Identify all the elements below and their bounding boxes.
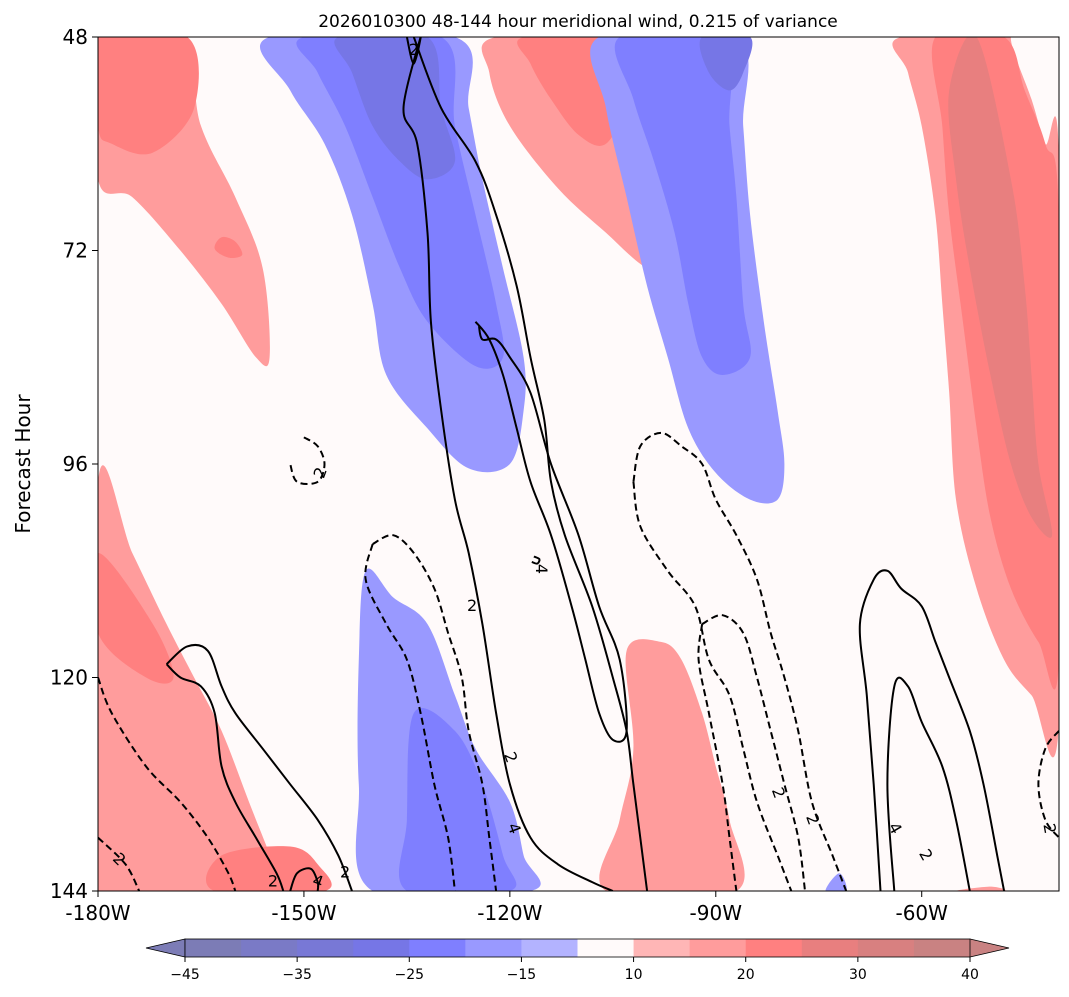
contour-label-2: 2 xyxy=(467,596,477,615)
y-tick-label: 48 xyxy=(63,25,88,49)
contour-line-dashed-15 xyxy=(697,623,738,891)
x-tick-label: -90W xyxy=(690,901,743,925)
colorbar-segment-3 xyxy=(353,939,410,957)
colorbar-segment-6 xyxy=(521,939,578,957)
colorbar-extend-min xyxy=(145,938,186,958)
colorbar-tick-label: 10 xyxy=(625,967,643,983)
contour-line-solid-7 xyxy=(858,569,1006,891)
colorbar-segment-2 xyxy=(297,939,354,957)
colorbar-segment-5 xyxy=(465,939,522,957)
colorbar-frame xyxy=(184,938,971,958)
contour-line-dashed-10 xyxy=(372,534,498,891)
filled-region-11 xyxy=(599,639,745,891)
filled-region-12 xyxy=(955,886,1006,891)
contour-line-solid-3 xyxy=(531,555,541,565)
contour-line-solid-0 xyxy=(402,37,614,891)
contour-label-12: 2 xyxy=(1039,822,1059,835)
y-tick-label: 72 xyxy=(63,239,88,263)
y-tick-label: 96 xyxy=(63,452,88,476)
contour-line-solid-4 xyxy=(165,644,353,891)
x-tick-label: -60W xyxy=(895,901,948,925)
colorbar-tick-label: −25 xyxy=(395,967,425,983)
colorbar-tick-label: 30 xyxy=(849,967,867,983)
colorbar-segment-13 xyxy=(913,939,971,957)
contour-line-solid-2 xyxy=(474,321,628,743)
filled-region-18 xyxy=(699,37,753,91)
colorbar-segment-11 xyxy=(801,939,859,957)
y-axis: 48 72 96 120 144 xyxy=(50,25,98,903)
filled-region-15 xyxy=(334,37,456,180)
contour-line-dashed-12 xyxy=(632,431,848,891)
contour-label-0: 2 xyxy=(409,40,419,59)
colorbar-segment-0 xyxy=(185,939,242,957)
y-tick-label: 144 xyxy=(50,879,88,903)
filled-region-1 xyxy=(98,37,199,155)
contour-line-dashed-9 xyxy=(289,436,326,486)
contour-line-dashed-11 xyxy=(364,543,456,891)
x-tick-label: -150W xyxy=(271,901,336,925)
colorbar-tick-label: −15 xyxy=(507,967,537,983)
colorbar-segment-4 xyxy=(409,939,466,957)
contour-line-dashed-17 xyxy=(98,836,141,891)
contour-label-6: 2 xyxy=(340,863,350,882)
colorbar-tick-label: −45 xyxy=(170,967,200,983)
contour-line-solid-8 xyxy=(886,676,971,891)
filled-contours xyxy=(98,37,1059,891)
contour-line-dashed-18 xyxy=(1037,730,1059,839)
filled-region-2 xyxy=(214,236,243,259)
colorbar-tick-label: 20 xyxy=(737,967,755,983)
contour-line-dashed-13 xyxy=(632,481,793,891)
colorbar-segment-1 xyxy=(241,939,298,957)
contour-label-3: 4 xyxy=(532,564,551,574)
x-tick-label: -180W xyxy=(65,901,130,925)
colorbar-segment-9 xyxy=(689,939,747,957)
filled-region-14 xyxy=(296,37,505,369)
contour-line-solid-5 xyxy=(165,663,285,891)
colorbar-segment-10 xyxy=(745,939,803,957)
contour-line-solid-6 xyxy=(289,867,320,891)
x-tick-label: -120W xyxy=(477,901,542,925)
colorbar-tick-label: −35 xyxy=(282,967,312,983)
y-axis-label: Forecast Hour xyxy=(11,394,35,534)
contour-lines xyxy=(98,37,1059,891)
filled-region-10 xyxy=(948,37,1053,538)
contour-line-dashed-14 xyxy=(701,614,806,891)
colorbar-segment-7 xyxy=(577,939,635,957)
colorbar-segment-8 xyxy=(633,939,691,957)
colorbar-extend-max xyxy=(969,938,1010,958)
colorbar: −45 −35 −25 −15 10 20 30 40 xyxy=(145,938,1010,983)
filled-region-13 xyxy=(260,37,526,473)
y-tick-label: 120 xyxy=(50,666,88,690)
colorbar-tick-label: 40 xyxy=(961,967,979,983)
filled-region-4 xyxy=(98,552,174,684)
filled-region-5 xyxy=(206,846,332,891)
contour-label-14: 2 xyxy=(268,872,278,891)
chart-title: 2026010300 48-144 hour meridional wind, … xyxy=(318,12,838,32)
contour-line-dashed-16 xyxy=(98,677,237,891)
filled-region-3 xyxy=(98,465,291,891)
filled-region-17 xyxy=(614,37,751,375)
colorbar-segment-12 xyxy=(857,939,915,957)
x-axis: -180W -150W -120W -90W -60W xyxy=(65,891,948,925)
